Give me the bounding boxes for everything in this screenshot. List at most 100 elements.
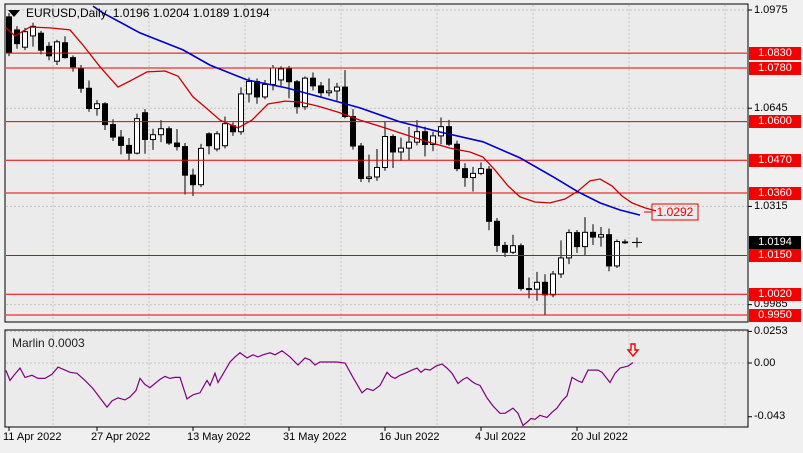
marlin-line <box>5 350 634 427</box>
candle <box>574 232 580 248</box>
candle <box>134 118 140 154</box>
price-badge-0.9950: 0.9950 <box>749 308 801 322</box>
candle <box>94 103 100 110</box>
candle <box>598 234 604 238</box>
symbol-dropdown-icon[interactable] <box>8 9 20 17</box>
candle <box>534 281 540 290</box>
candle <box>582 231 588 248</box>
price-tick-label: 0.9985 <box>754 298 788 311</box>
candle <box>246 80 252 95</box>
candle <box>70 57 76 68</box>
price-tick-label: 1.0315 <box>754 199 788 212</box>
candle <box>6 16 12 54</box>
candle <box>462 168 468 179</box>
candle <box>214 133 220 150</box>
ohlc-quote-label: 1.0196 1.0204 1.0189 1.0194 <box>112 6 270 20</box>
callout-text: 1.0292 <box>657 205 694 219</box>
candle <box>326 90 332 94</box>
candle <box>30 25 36 37</box>
candle <box>454 143 460 170</box>
gridlines <box>6 5 747 426</box>
candle <box>142 112 148 140</box>
indicator-name: Marlin <box>12 336 45 350</box>
candle <box>550 273 556 296</box>
price-target-callout[interactable]: 1.0292 <box>644 203 699 221</box>
candle <box>14 29 20 45</box>
candle <box>470 172 476 179</box>
candle <box>22 31 28 48</box>
candle <box>118 136 124 146</box>
candle <box>294 81 300 108</box>
ma-slow-line <box>92 5 641 216</box>
candle <box>254 80 260 98</box>
candle <box>318 85 324 94</box>
candle <box>406 141 412 149</box>
candle <box>222 123 228 147</box>
indicator-title: Marlin 0.0003 <box>12 336 85 350</box>
candle <box>278 68 284 81</box>
level-lines[interactable] <box>6 52 747 316</box>
candle <box>206 133 212 147</box>
symbol-period-label: EURUSD,Daily <box>26 6 107 20</box>
candle <box>334 86 340 92</box>
date-label: 20 Jul 2022 <box>571 431 628 443</box>
candle <box>182 146 188 176</box>
date-label: 11 Apr 2022 <box>3 431 62 443</box>
price-badge-1.0194: 1.0194 <box>749 235 801 249</box>
candles <box>6 12 628 315</box>
candle <box>310 77 316 87</box>
candle <box>374 166 380 178</box>
date-label: 4 Jul 2022 <box>475 431 526 443</box>
candle <box>102 103 108 126</box>
candle <box>110 124 116 138</box>
candle <box>510 245 516 253</box>
candle <box>358 145 364 179</box>
candle <box>606 234 612 267</box>
candle <box>502 244 508 253</box>
price-badge-1.0150: 1.0150 <box>749 249 801 263</box>
candle <box>518 245 524 290</box>
signal-down-arrow-icon <box>626 343 640 358</box>
candle <box>414 131 420 143</box>
candle <box>566 232 572 259</box>
candle <box>486 168 492 222</box>
indicator-tick-label: -0.043 <box>754 410 786 423</box>
price-badge-1.0780: 1.0780 <box>749 61 801 75</box>
candle <box>190 174 196 186</box>
candle <box>46 45 52 57</box>
candle <box>158 128 164 136</box>
date-label: 13 May 2022 <box>187 431 251 443</box>
indicator-tick-label: 0.0253 <box>754 324 788 337</box>
candle <box>430 135 436 146</box>
candle <box>286 68 292 83</box>
chart-title-row: EURUSD,Daily 1.0196 1.0204 1.0189 1.0194 <box>8 6 270 20</box>
candle <box>238 93 244 133</box>
candle <box>342 86 348 118</box>
price-badge-1.0470: 1.0470 <box>749 153 801 167</box>
candle <box>558 257 564 275</box>
candle <box>478 168 484 174</box>
price-badge-1.0020: 1.0020 <box>749 287 801 301</box>
candle <box>422 131 428 146</box>
date-label: 16 Jun 2022 <box>379 431 440 443</box>
candle <box>542 281 548 296</box>
candle <box>126 144 132 154</box>
candle <box>62 42 68 59</box>
price-badge-1.0360: 1.0360 <box>749 186 801 200</box>
candle <box>390 135 396 153</box>
candle <box>270 67 276 85</box>
candle <box>86 87 92 110</box>
current-price-cursor <box>632 237 642 248</box>
date-label: 27 Apr 2022 <box>91 431 151 443</box>
candle <box>166 128 172 144</box>
candle <box>198 147 204 186</box>
candle <box>398 147 404 153</box>
candle <box>38 32 44 51</box>
candle <box>382 135 388 168</box>
indicator-panel[interactable] <box>4 329 749 428</box>
candle <box>350 116 356 147</box>
candle <box>614 241 620 267</box>
price-badge-1.0830: 1.0830 <box>749 46 801 60</box>
